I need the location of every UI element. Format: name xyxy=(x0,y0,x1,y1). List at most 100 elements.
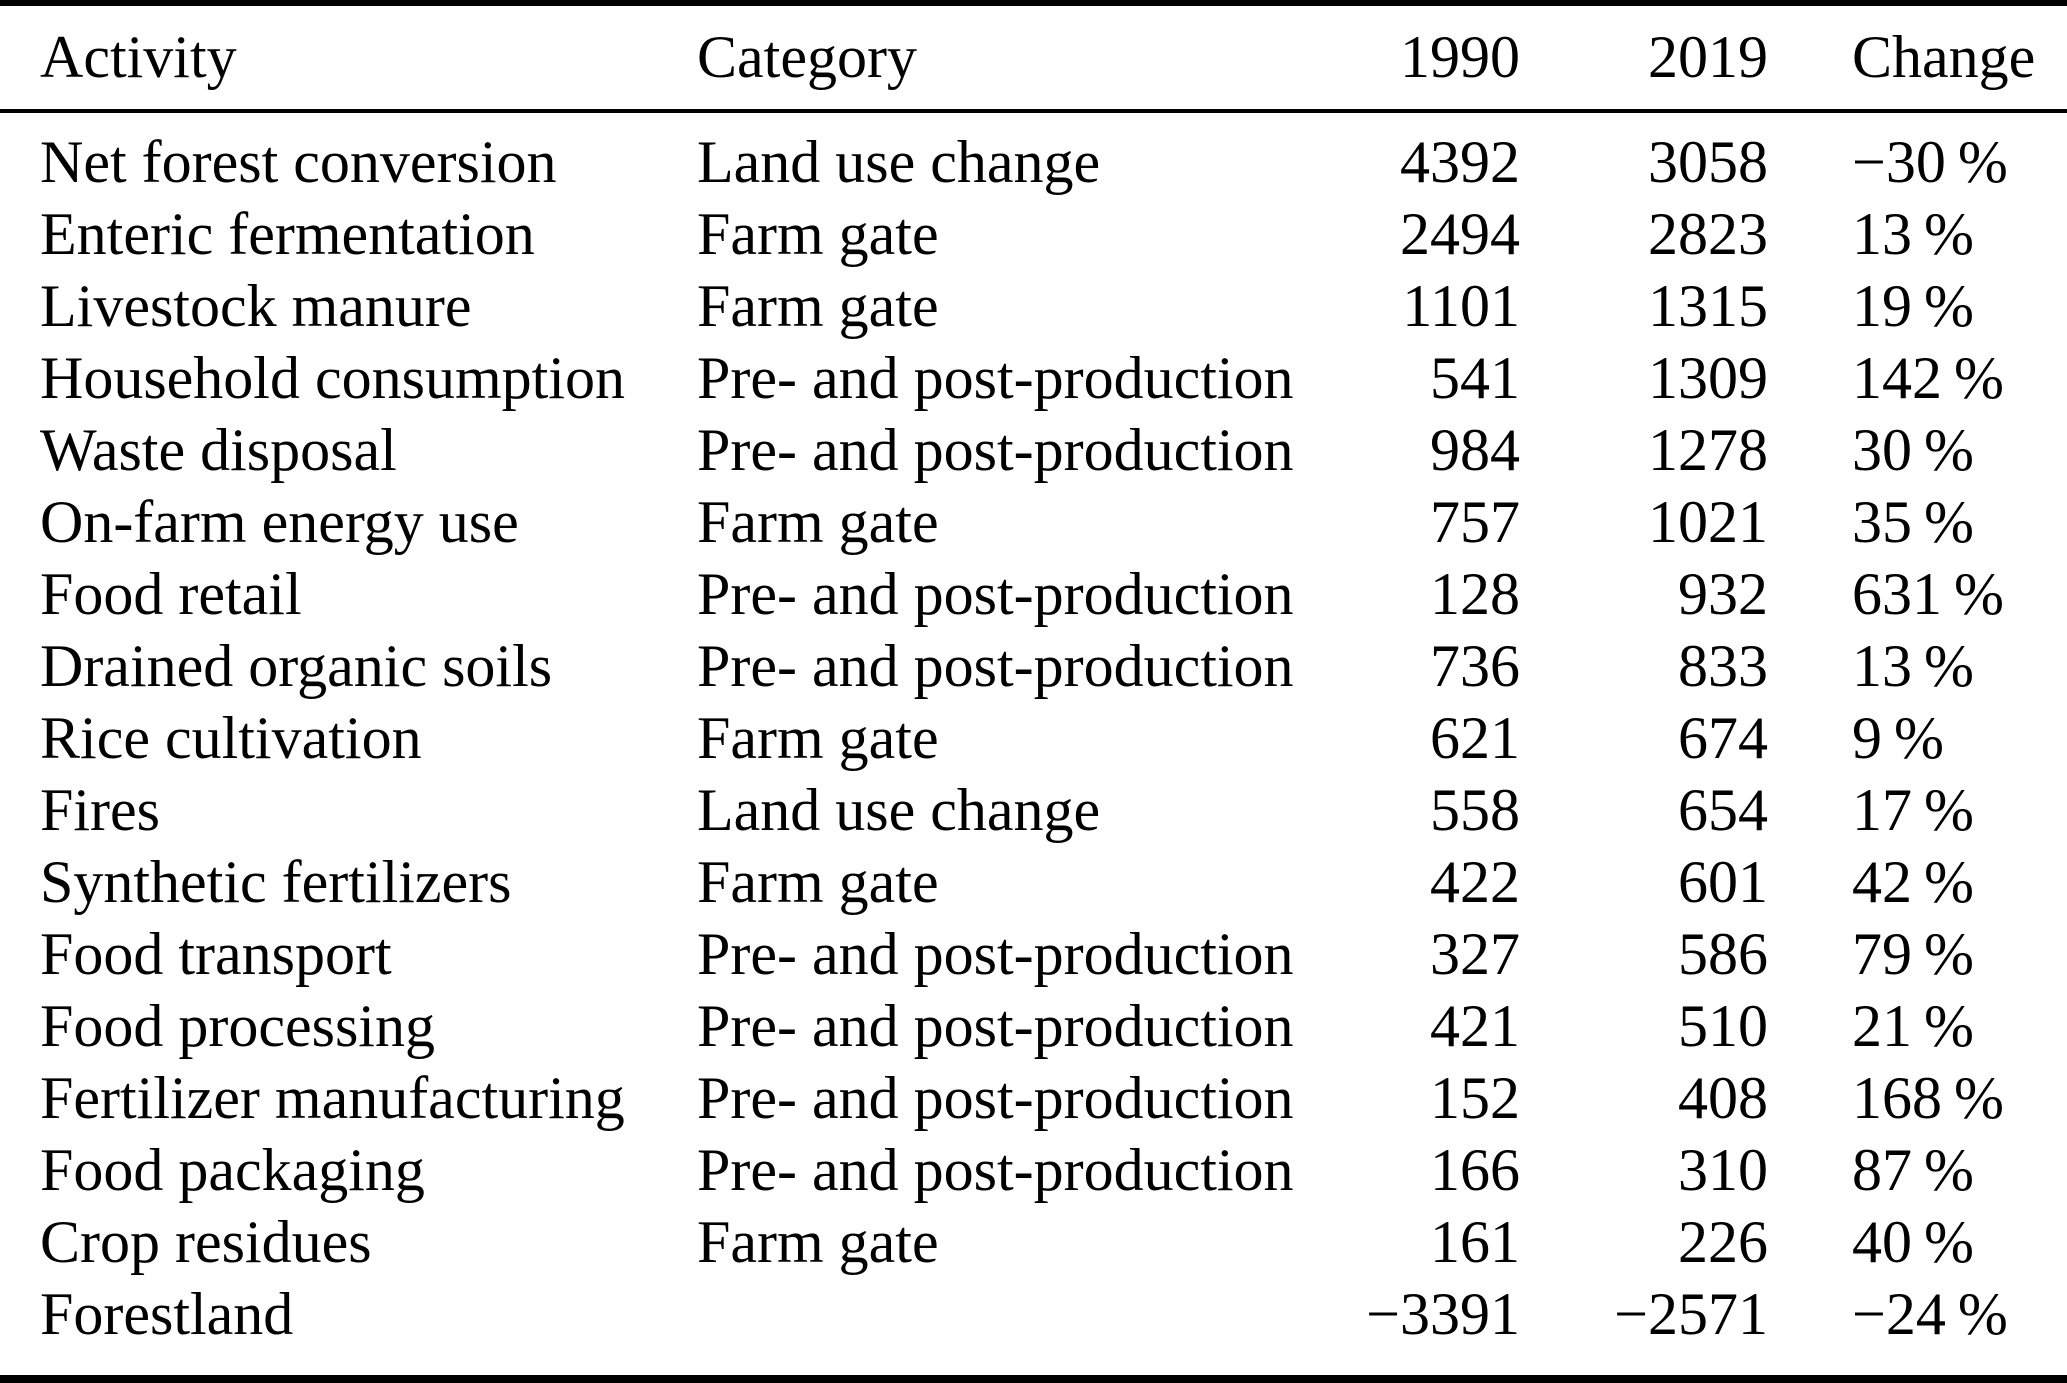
cell-category: Farm gate xyxy=(697,704,939,771)
cell-change: 40 % xyxy=(1852,1208,1974,1275)
cell-activity: Food transport xyxy=(40,920,392,987)
cell-1990: 736 xyxy=(1430,632,1520,699)
cell-category: Pre- and post-production xyxy=(697,1064,1294,1131)
cell-change: 168 % xyxy=(1852,1064,2004,1131)
cell-category: Pre- and post-production xyxy=(697,416,1294,483)
cell-activity: Net forest conversion xyxy=(40,128,557,195)
cell-2019: 3058 xyxy=(1648,128,1768,195)
table-header-rule xyxy=(0,109,2067,113)
cell-category: Pre- and post-production xyxy=(697,632,1294,699)
cell-2019: 1309 xyxy=(1648,344,1768,411)
cell-1990: 541 xyxy=(1430,344,1520,411)
table-row: Livestock manure Farm gate 1101 1315 19 … xyxy=(0,270,2067,342)
table-row: Crop residues Farm gate 161 226 40 % xyxy=(0,1206,2067,1278)
column-header-activity: Activity xyxy=(40,24,237,90)
table-row: Forestland −3391 −2571 −24 % xyxy=(0,1278,2067,1350)
cell-activity: Household consumption xyxy=(40,344,625,411)
table-row: Food processing Pre- and post-production… xyxy=(0,990,2067,1062)
cell-category: Pre- and post-production xyxy=(697,992,1294,1059)
cell-category: Pre- and post-production xyxy=(697,920,1294,987)
cell-2019: 601 xyxy=(1678,848,1768,915)
cell-change: 9 % xyxy=(1852,704,1944,771)
cell-2019: 674 xyxy=(1678,704,1768,771)
cell-activity: Fertilizer manufacturing xyxy=(40,1064,625,1131)
cell-2019: 408 xyxy=(1678,1064,1768,1131)
table-row: Fertilizer manufacturing Pre- and post-p… xyxy=(0,1062,2067,1134)
cell-activity: Synthetic fertilizers xyxy=(40,848,512,915)
table-row: Food retail Pre- and post-production 128… xyxy=(0,558,2067,630)
cell-category: Pre- and post-production xyxy=(697,560,1294,627)
cell-activity: On-farm energy use xyxy=(40,488,519,555)
cell-category: Farm gate xyxy=(697,488,939,555)
cell-1990: 422 xyxy=(1430,848,1520,915)
table-row: Food packaging Pre- and post-production … xyxy=(0,1134,2067,1206)
cell-change: −24 % xyxy=(1852,1280,2008,1347)
cell-category: Farm gate xyxy=(697,272,939,339)
table-row: Waste disposal Pre- and post-production … xyxy=(0,414,2067,486)
cell-2019: 833 xyxy=(1678,632,1768,699)
cell-1990: 327 xyxy=(1430,920,1520,987)
cell-1990: 757 xyxy=(1430,488,1520,555)
cell-1990: 161 xyxy=(1430,1208,1520,1275)
cell-activity: Food retail xyxy=(40,560,302,627)
cell-change: 13 % xyxy=(1852,200,1974,267)
cell-activity: Crop residues xyxy=(40,1208,372,1275)
table-row: Drained organic soils Pre- and post-prod… xyxy=(0,630,2067,702)
cell-2019: 510 xyxy=(1678,992,1768,1059)
cell-activity: Livestock manure xyxy=(40,272,472,339)
cell-1990: 128 xyxy=(1430,560,1520,627)
cell-change: 30 % xyxy=(1852,416,1974,483)
cell-1990: −3391 xyxy=(1366,1280,1520,1347)
cell-change: 21 % xyxy=(1852,992,1974,1059)
cell-activity: Drained organic soils xyxy=(40,632,553,699)
cell-2019: 226 xyxy=(1678,1208,1768,1275)
cell-2019: 2823 xyxy=(1648,200,1768,267)
table-row: Synthetic fertilizers Farm gate 422 601 … xyxy=(0,846,2067,918)
table-body: Net forest conversion Land use change 43… xyxy=(0,113,2067,1375)
cell-1990: 421 xyxy=(1430,992,1520,1059)
cell-1990: 4392 xyxy=(1400,128,1520,195)
cell-1990: 2494 xyxy=(1400,200,1520,267)
cell-category: Land use change xyxy=(697,776,1101,843)
table-top-rule xyxy=(0,0,2067,6)
table-row: Household consumption Pre- and post-prod… xyxy=(0,342,2067,414)
cell-1990: 152 xyxy=(1430,1064,1520,1131)
table-row: Fires Land use change 558 654 17 % xyxy=(0,774,2067,846)
cell-change: 13 % xyxy=(1852,632,1974,699)
cell-category: Pre- and post-production xyxy=(697,1136,1294,1203)
table-header-row: Activity Category 1990 2019 Change xyxy=(0,6,2067,109)
table-row: Rice cultivation Farm gate 621 674 9 % xyxy=(0,702,2067,774)
cell-2019: 1278 xyxy=(1648,416,1768,483)
cell-change: 631 % xyxy=(1852,560,2004,627)
cell-category: Farm gate xyxy=(697,1208,939,1275)
cell-activity: Food processing xyxy=(40,992,435,1059)
column-header-change: Change xyxy=(1852,24,2036,90)
cell-category: Pre- and post-production xyxy=(697,344,1294,411)
cell-activity: Forestland xyxy=(40,1280,294,1347)
cell-2019: 1021 xyxy=(1648,488,1768,555)
cell-2019: 1315 xyxy=(1648,272,1768,339)
cell-1990: 558 xyxy=(1430,776,1520,843)
cell-category: Land use change xyxy=(697,128,1101,195)
table-row: Enteric fermentation Farm gate 2494 2823… xyxy=(0,198,2067,270)
cell-2019: 654 xyxy=(1678,776,1768,843)
cell-change: 142 % xyxy=(1852,344,2004,411)
cell-change: 17 % xyxy=(1852,776,1974,843)
cell-change: −30 % xyxy=(1852,128,2008,195)
table-row: On-farm energy use Farm gate 757 1021 35… xyxy=(0,486,2067,558)
cell-activity: Fires xyxy=(40,776,160,843)
cell-2019: −2571 xyxy=(1614,1280,1768,1347)
table-row: Food transport Pre- and post-production … xyxy=(0,918,2067,990)
cell-2019: 310 xyxy=(1678,1136,1768,1203)
cell-category: Farm gate xyxy=(697,200,939,267)
cell-1990: 984 xyxy=(1430,416,1520,483)
cell-activity: Food packaging xyxy=(40,1136,425,1203)
cell-category: Farm gate xyxy=(697,848,939,915)
cell-change: 19 % xyxy=(1852,272,1974,339)
cell-2019: 586 xyxy=(1678,920,1768,987)
cell-activity: Rice cultivation xyxy=(40,704,422,771)
cell-1990: 166 xyxy=(1430,1136,1520,1203)
cell-1990: 621 xyxy=(1430,704,1520,771)
cell-2019: 932 xyxy=(1678,560,1768,627)
